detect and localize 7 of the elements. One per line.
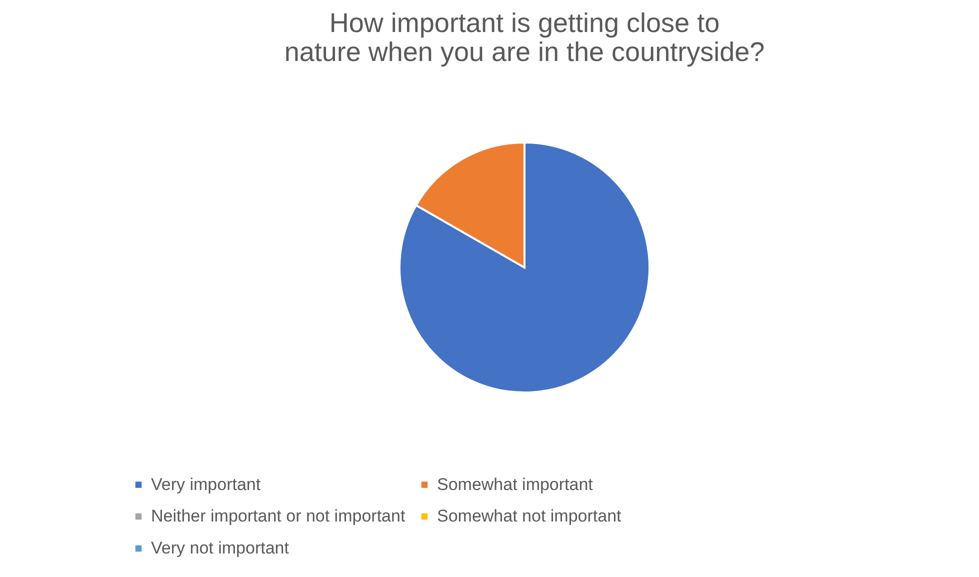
chart-title: How important is getting close to nature when you are in the countryside?	[284, 8, 765, 67]
legend-label: Neither important or not important	[151, 506, 406, 526]
legend-label: Somewhat not important	[437, 506, 622, 526]
legend-label: Somewhat important	[437, 474, 594, 494]
legend-label: Very not important	[151, 538, 290, 558]
legend-label: Very important	[151, 474, 261, 494]
pie-slice	[398, 142, 650, 394]
